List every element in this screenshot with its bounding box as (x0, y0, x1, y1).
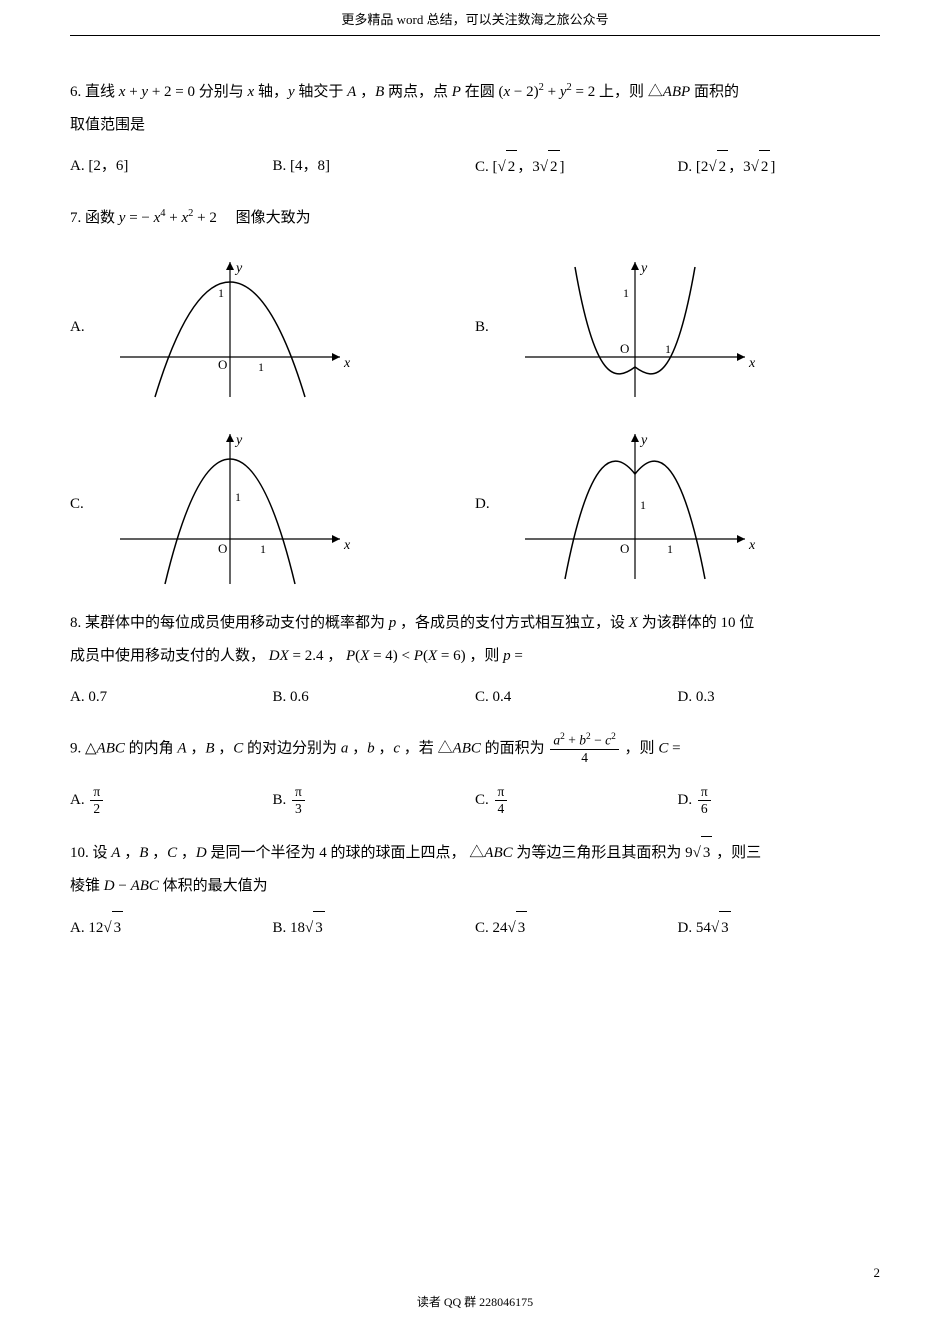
svg-text:1: 1 (640, 498, 646, 512)
q10-opt-b: B. 183 (273, 911, 476, 945)
q7-graph-a: A. y x O 1 1 (70, 247, 475, 407)
question-7: 7. 函数 y = − x4 + x2 + 2 图像大致为 A. y x O 1… (70, 202, 880, 589)
q9-fraction: a2 + b2 − c2 4 (550, 732, 618, 766)
svg-text:y: y (234, 433, 243, 448)
svg-text:y: y (639, 261, 648, 276)
page-number: 2 (874, 1261, 881, 1284)
question-10: 10. 设 A ，B ，C ，D 是同一个半径为 4 的球的球面上四点， △AB… (70, 836, 880, 945)
q7-eq: y = − x4 + x2 + 2 (119, 210, 217, 226)
q9-opt-c: C. π4 (475, 784, 678, 817)
q6-eq1: x + y + 2 = 0 (119, 84, 195, 100)
svg-text:O: O (620, 541, 629, 556)
q9-opt-a: A. π2 (70, 784, 273, 817)
svg-text:1: 1 (218, 286, 224, 300)
q9-opt-b: B. π3 (273, 784, 476, 817)
q7-prefix: 7. 函数 (70, 210, 119, 226)
q8-opt-c: C. 0.4 (475, 681, 678, 714)
q6-line2: 取值范围是 (70, 109, 880, 142)
question-6: 6. 直线 x + y + 2 = 0 分别与 x 轴，y 轴交于 A ，B 两… (70, 76, 880, 184)
q10-opt-a: A. 123 (70, 911, 273, 945)
question-8: 8. 某群体中的每位成员使用移动支付的概率都为 p ，各成员的支付方式相互独立，… (70, 607, 880, 714)
svg-text:O: O (620, 341, 629, 356)
q8-options: A. 0.7 B. 0.6 C. 0.4 D. 0.3 (70, 681, 880, 714)
svg-text:x: x (343, 538, 351, 553)
svg-text:1: 1 (667, 542, 673, 556)
svg-text:O: O (218, 541, 227, 556)
q6-text: 6. 直线 (70, 84, 119, 100)
q7-graph-c: C. y x O 1 1 (70, 419, 475, 589)
svg-text:y: y (639, 433, 648, 448)
svg-text:x: x (748, 356, 756, 371)
svg-text:1: 1 (235, 490, 241, 504)
page-header: 更多精品 word 总结，可以关注数海之旅公众号 (70, 0, 880, 36)
svg-text:y: y (234, 261, 243, 276)
q8-opt-a: A. 0.7 (70, 681, 273, 714)
svg-text:O: O (218, 357, 227, 372)
q6-options: A. [2，6] B. [4，8] C. [2，32] D. [22，32] (70, 150, 880, 184)
svg-text:1: 1 (665, 342, 671, 356)
page-footer: 读者 QQ 群 228046175 (0, 1292, 950, 1314)
q10-options: A. 123 B. 183 C. 243 D. 543 (70, 911, 880, 945)
q10-opt-d: D. 543 (678, 911, 881, 945)
q9-options: A. π2 B. π3 C. π4 D. π6 (70, 784, 880, 817)
q7-graph-d: D. y x O 1 1 (475, 419, 880, 589)
q10-opt-c: C. 243 (475, 911, 678, 945)
q7-tail: 图像大致为 (221, 210, 311, 226)
q6-opt-c: C. [2，32] (475, 150, 678, 184)
question-9: 9. △ABC 的内角 A ，B ，C 的对边分别为 a ，b ，c ，若 △A… (70, 732, 880, 817)
svg-text:1: 1 (260, 542, 266, 556)
q7-graph-b: B. y x O 1 1 (475, 247, 880, 407)
q6-opt-a: A. [2，6] (70, 150, 273, 184)
q6-opt-d: D. [22，32] (678, 150, 881, 184)
q6-opt-b: B. [4，8] (273, 150, 476, 184)
svg-text:x: x (343, 356, 351, 371)
q6-eq2: (x − 2)2 + y2 = 2 (498, 84, 595, 100)
q8-opt-b: B. 0.6 (273, 681, 476, 714)
q9-opt-d: D. π6 (678, 784, 881, 817)
svg-text:1: 1 (623, 286, 629, 300)
svg-text:1: 1 (258, 360, 264, 374)
q8-opt-d: D. 0.3 (678, 681, 881, 714)
svg-text:x: x (748, 538, 756, 553)
